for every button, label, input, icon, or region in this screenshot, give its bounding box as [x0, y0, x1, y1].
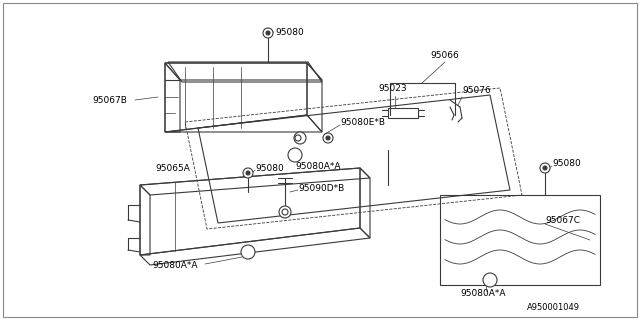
Circle shape — [246, 171, 250, 175]
Circle shape — [295, 135, 301, 141]
Text: 95080A*A: 95080A*A — [295, 162, 340, 171]
Circle shape — [241, 245, 255, 259]
Text: 95080: 95080 — [255, 164, 284, 172]
Text: 95080A*A: 95080A*A — [460, 289, 506, 298]
Text: 95065A: 95065A — [155, 164, 190, 172]
Text: A950001049: A950001049 — [527, 303, 580, 312]
Text: 95080: 95080 — [275, 28, 304, 36]
Circle shape — [243, 168, 253, 178]
Text: 95067B: 95067B — [92, 95, 127, 105]
Text: 95080: 95080 — [552, 158, 580, 167]
Circle shape — [483, 273, 497, 287]
Text: 95023: 95023 — [378, 84, 406, 92]
Circle shape — [266, 31, 270, 35]
Circle shape — [294, 132, 306, 144]
Bar — [440, 195, 600, 285]
Circle shape — [326, 136, 330, 140]
Circle shape — [282, 209, 288, 215]
Circle shape — [288, 148, 302, 162]
Circle shape — [540, 163, 550, 173]
Text: 95076: 95076 — [462, 85, 491, 94]
Text: 95080E*B: 95080E*B — [340, 117, 385, 126]
Text: 95067C: 95067C — [545, 215, 580, 225]
Circle shape — [323, 133, 333, 143]
Circle shape — [543, 166, 547, 170]
Circle shape — [279, 206, 291, 218]
Text: 95080A*A: 95080A*A — [152, 260, 198, 269]
Text: 95090D*B: 95090D*B — [298, 183, 344, 193]
Text: 95066: 95066 — [430, 51, 459, 60]
Circle shape — [263, 28, 273, 38]
